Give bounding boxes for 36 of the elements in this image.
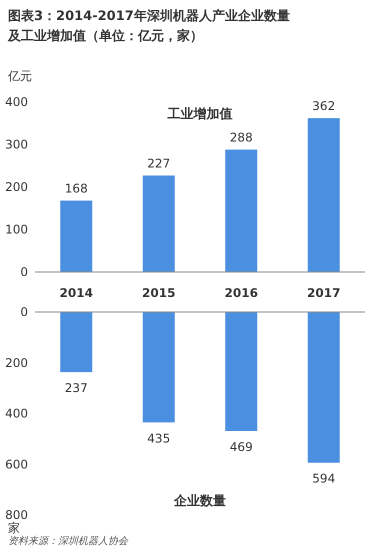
bar xyxy=(308,312,340,463)
bar xyxy=(60,200,92,272)
y-tick-label: 0 xyxy=(20,305,28,319)
x-tick-label: 2017 xyxy=(307,286,340,300)
data-label: 168 xyxy=(64,182,88,196)
y-tick-label: 0 xyxy=(20,265,28,279)
bar xyxy=(225,150,258,272)
y-tick-label: 200 xyxy=(5,180,28,194)
bar xyxy=(142,312,175,422)
data-label: 227 xyxy=(147,156,170,171)
text: 资料来源：深圳机器人协会 xyxy=(8,535,129,547)
y-axis-title: 家 xyxy=(8,521,20,535)
data-label: 362 xyxy=(312,99,336,114)
y-tick-label: 100 xyxy=(5,222,28,236)
data-label: 469 xyxy=(230,440,253,454)
chart-title: 图表3：2014-2017年深圳机器人产业企业数量及工业增加值（单位：亿元，家） xyxy=(7,8,290,44)
x-tick-label: 2014 xyxy=(60,286,93,300)
text: 企业数量 xyxy=(173,494,226,509)
data-label: 237 xyxy=(64,381,88,396)
chart-subtitle: 工业增加值 xyxy=(166,107,232,122)
bar xyxy=(142,176,175,272)
data-label: 288 xyxy=(230,130,253,145)
y-tick-label: 400 xyxy=(5,95,28,109)
data-label: 594 xyxy=(312,472,336,486)
y-tick-label: 400 xyxy=(5,406,28,420)
x-tick-label: 2016 xyxy=(224,286,258,300)
y-tick-label: 600 xyxy=(5,457,28,472)
bar xyxy=(60,312,92,372)
y-tick-label: 300 xyxy=(5,138,28,152)
bar xyxy=(225,312,258,432)
y-tick-label: 800 xyxy=(5,508,28,522)
bar xyxy=(308,118,340,272)
data-label: 435 xyxy=(147,431,170,446)
y-axis-title: 亿元 xyxy=(7,69,32,83)
y-tick-label: 200 xyxy=(5,356,28,370)
x-tick-label: 2015 xyxy=(142,286,176,300)
